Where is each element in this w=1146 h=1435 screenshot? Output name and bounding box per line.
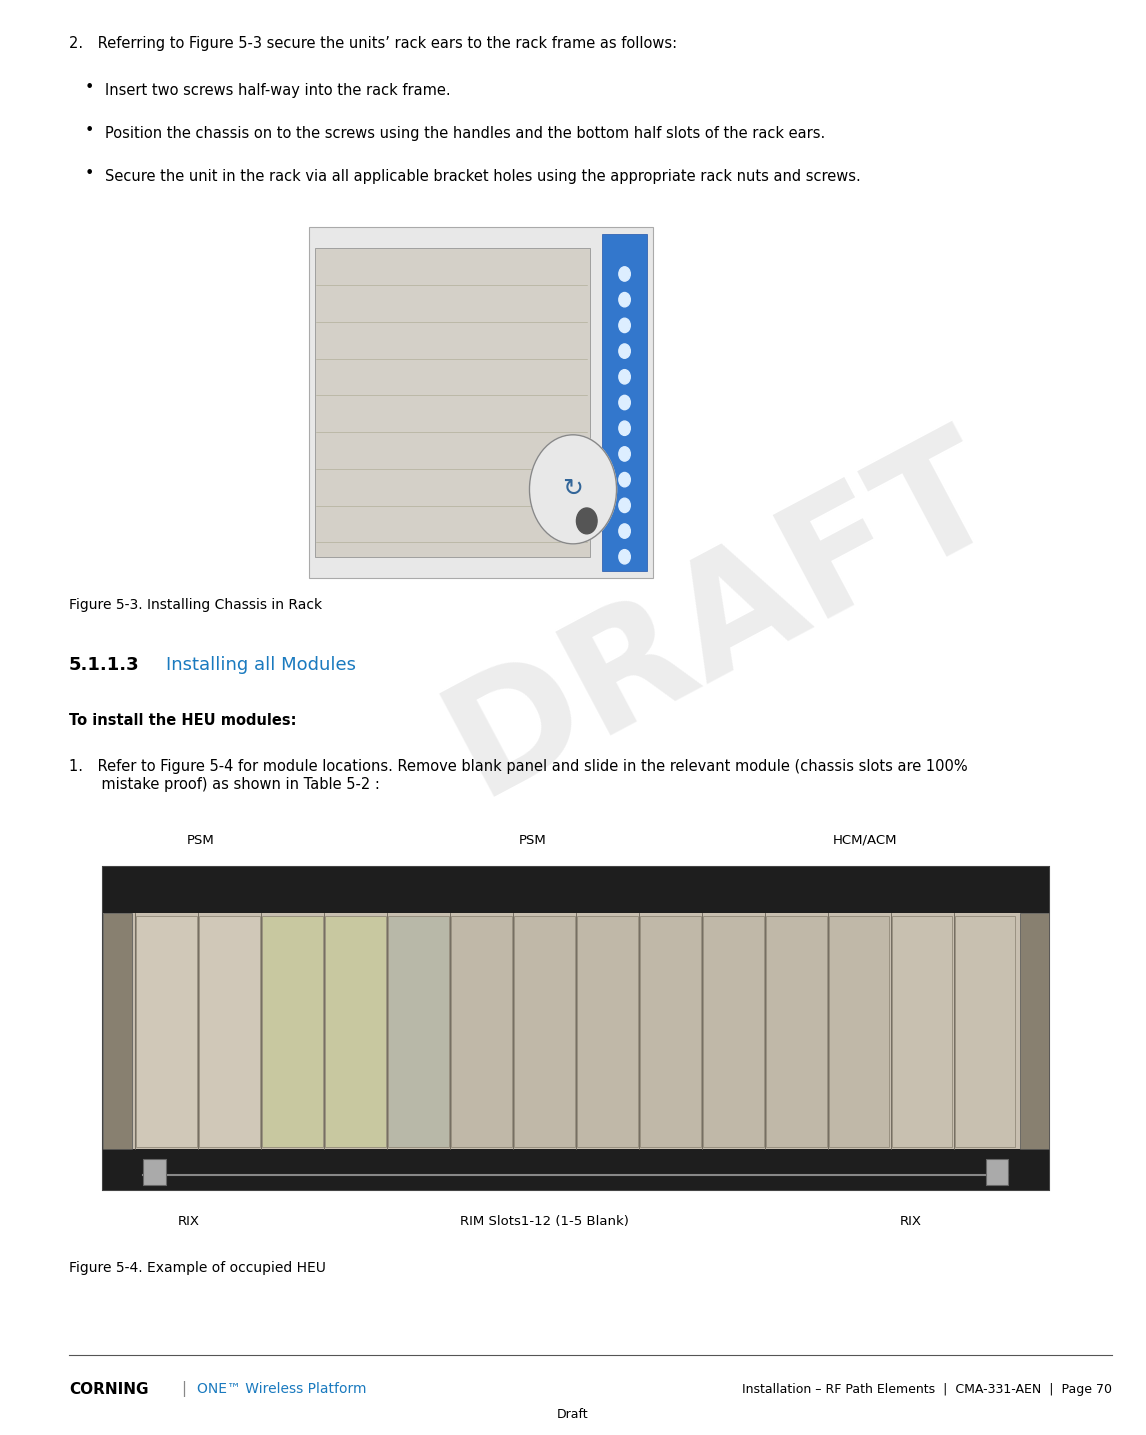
Text: RIX: RIX xyxy=(178,1215,201,1228)
Text: PSM: PSM xyxy=(519,834,547,847)
FancyBboxPatch shape xyxy=(143,1159,166,1185)
Text: 1. Refer to Figure 5-4 for module locations. Remove blank panel and slide in the: 1. Refer to Figure 5-4 for module locati… xyxy=(69,759,967,792)
FancyBboxPatch shape xyxy=(309,227,653,578)
Text: 5.1.1.3: 5.1.1.3 xyxy=(69,656,140,674)
Circle shape xyxy=(576,508,597,534)
Text: RIM Slots1-12 (1-5 Blank): RIM Slots1-12 (1-5 Blank) xyxy=(460,1215,629,1228)
Circle shape xyxy=(619,344,630,359)
FancyBboxPatch shape xyxy=(103,1149,1049,1190)
Text: Position the chassis on to the screws using the handles and the bottom half slot: Position the chassis on to the screws us… xyxy=(105,126,825,141)
FancyBboxPatch shape xyxy=(103,867,1049,1190)
FancyBboxPatch shape xyxy=(1020,913,1049,1149)
FancyBboxPatch shape xyxy=(986,1159,1008,1185)
Text: Installing all Modules: Installing all Modules xyxy=(166,656,356,674)
Text: DRAFT: DRAFT xyxy=(422,409,1022,825)
Circle shape xyxy=(619,472,630,486)
Circle shape xyxy=(619,524,630,538)
Circle shape xyxy=(619,396,630,410)
Circle shape xyxy=(619,293,630,307)
FancyBboxPatch shape xyxy=(602,234,647,571)
FancyBboxPatch shape xyxy=(388,916,449,1147)
Circle shape xyxy=(619,319,630,333)
Text: Secure the unit in the rack via all applicable bracket holes using the appropria: Secure the unit in the rack via all appl… xyxy=(105,169,861,184)
FancyBboxPatch shape xyxy=(262,916,323,1147)
Circle shape xyxy=(619,550,630,564)
Text: Figure 5-4. Example of occupied HEU: Figure 5-4. Example of occupied HEU xyxy=(69,1261,325,1276)
Circle shape xyxy=(619,498,630,512)
FancyBboxPatch shape xyxy=(103,913,1049,1149)
FancyBboxPatch shape xyxy=(576,916,637,1147)
FancyBboxPatch shape xyxy=(325,916,386,1147)
FancyBboxPatch shape xyxy=(315,248,590,557)
FancyBboxPatch shape xyxy=(766,916,826,1147)
Text: •: • xyxy=(85,123,94,138)
Text: 2. Referring to Figure 5-3 secure the units’ rack ears to the rack frame as foll: 2. Referring to Figure 5-3 secure the un… xyxy=(69,36,677,50)
FancyBboxPatch shape xyxy=(892,916,952,1147)
Text: CORNING: CORNING xyxy=(69,1382,148,1396)
FancyBboxPatch shape xyxy=(702,916,763,1147)
FancyBboxPatch shape xyxy=(829,916,889,1147)
Text: |: | xyxy=(181,1380,186,1398)
Text: •: • xyxy=(85,80,94,95)
Circle shape xyxy=(619,420,630,435)
FancyBboxPatch shape xyxy=(103,913,132,1149)
Text: Insert two screws half-way into the rack frame.: Insert two screws half-way into the rack… xyxy=(105,83,452,98)
Circle shape xyxy=(619,446,630,461)
Circle shape xyxy=(619,267,630,281)
FancyBboxPatch shape xyxy=(515,916,574,1147)
FancyBboxPatch shape xyxy=(103,867,1049,913)
Text: PSM: PSM xyxy=(187,834,214,847)
Text: Draft: Draft xyxy=(557,1408,589,1422)
Text: Installation – RF Path Elements  |  CMA-331-AEN  |  Page 70: Installation – RF Path Elements | CMA-33… xyxy=(741,1382,1112,1396)
FancyBboxPatch shape xyxy=(199,916,260,1147)
Text: ↻: ↻ xyxy=(563,478,583,501)
FancyBboxPatch shape xyxy=(136,916,197,1147)
FancyBboxPatch shape xyxy=(452,916,512,1147)
Text: RIX: RIX xyxy=(900,1215,923,1228)
Circle shape xyxy=(529,435,617,544)
FancyBboxPatch shape xyxy=(639,916,700,1147)
Text: Figure 5-3. Installing Chassis in Rack: Figure 5-3. Installing Chassis in Rack xyxy=(69,598,322,613)
Circle shape xyxy=(619,370,630,385)
Text: To install the HEU modules:: To install the HEU modules: xyxy=(69,713,297,728)
Text: •: • xyxy=(85,166,94,181)
Text: ONE™ Wireless Platform: ONE™ Wireless Platform xyxy=(197,1382,367,1396)
FancyBboxPatch shape xyxy=(955,916,1015,1147)
Text: HCM/ACM: HCM/ACM xyxy=(833,834,897,847)
